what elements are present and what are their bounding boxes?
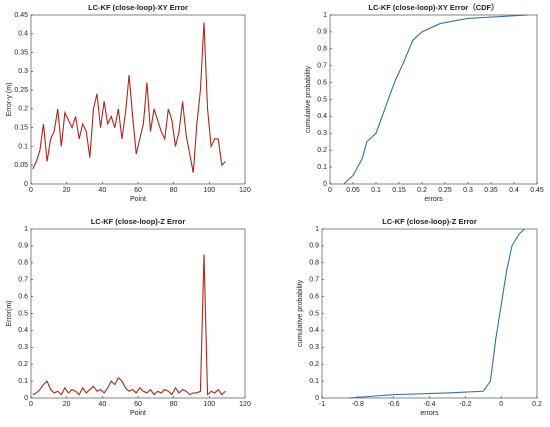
y-tick-label: 0: [315, 395, 319, 402]
y-tick-label: 0: [323, 181, 327, 188]
y-tick-label: 0: [24, 181, 28, 188]
x-tick-label: -0.2: [459, 401, 471, 408]
x-tick-label: 100: [203, 401, 215, 408]
x-tick-label: 80: [170, 187, 178, 194]
x-tick-label: 0.3: [463, 187, 473, 194]
x-tick-label: 40: [98, 187, 106, 194]
x-tick-label: 0.2: [532, 401, 542, 408]
y-tick-label: 0.3: [317, 130, 327, 137]
axes-box: [329, 14, 538, 185]
y-tick-label: 0.4: [18, 327, 28, 334]
y-tick-label: 0.7: [317, 63, 327, 70]
y-tick-label: 0.7: [18, 277, 28, 284]
y-tick-label: 0.5: [309, 310, 319, 317]
y-tick-label: 0.1: [317, 164, 327, 171]
y-tick-label: 0.6: [317, 79, 327, 86]
x-axis-label: Point: [130, 410, 146, 417]
y-tick-label: 0.35: [14, 49, 28, 56]
x-tick-label: 0: [499, 401, 503, 408]
x-tick-label: 0.2: [417, 187, 427, 194]
y-tick-label: 0.25: [14, 87, 28, 94]
y-tick-label: 0.5: [18, 310, 28, 317]
y-axis-label: cumulative probability: [297, 279, 304, 347]
y-tick-label: 0.5: [317, 96, 327, 103]
data-line: [32, 22, 226, 173]
x-tick-label: 0.1: [371, 187, 381, 194]
y-tick-label: 0.45: [14, 12, 28, 19]
y-tick-label: 0.2: [18, 106, 28, 113]
y-tick-label: 1: [24, 226, 28, 233]
y-tick-label: 0.9: [18, 243, 28, 250]
y-tick-label: 0.05: [14, 162, 28, 169]
y-axis-label: cumulative probability: [305, 65, 312, 133]
x-tick-label: 0.05: [346, 187, 360, 194]
data-line: [348, 228, 525, 399]
y-tick-label: 0.1: [18, 378, 28, 385]
x-tick-label: 100: [203, 187, 215, 194]
y-tick-label: 0.8: [317, 46, 327, 53]
x-axis-label: errors: [424, 196, 443, 203]
x-tick-label: -0.4: [423, 401, 435, 408]
chart-title: LC-KF (close-loop)-XY Error（CDF）: [368, 2, 498, 12]
y-tick-label: 1: [323, 12, 327, 19]
y-tick-label: 0.7: [309, 277, 319, 284]
data-line: [343, 14, 528, 185]
y-tick-label: 0.3: [18, 344, 28, 351]
x-tick-label: 0: [29, 187, 33, 194]
y-tick-label: 0.8: [18, 260, 28, 267]
y-tick-label: 0.8: [309, 260, 319, 267]
x-tick-label: 20: [63, 401, 71, 408]
y-axis-label: Error-y (m): [6, 83, 13, 117]
y-tick-label: 0: [24, 395, 28, 402]
x-tick-label: -0.6: [388, 401, 400, 408]
y-tick-label: 0.9: [317, 29, 327, 36]
x-tick-label: 20: [63, 187, 71, 194]
y-tick-label: 1: [315, 226, 319, 233]
x-tick-label: 60: [134, 401, 142, 408]
chart-title: LC-KF (close-loop)-Z Error: [382, 217, 477, 226]
x-tick-label: 0: [328, 187, 332, 194]
chart-title: LC-KF (close-loop)-XY Error: [88, 3, 188, 12]
x-tick-label: 0.25: [438, 187, 452, 194]
y-tick-label: 0.2: [18, 361, 28, 368]
y-tick-label: 0.3: [18, 68, 28, 75]
x-axis-label: Point: [130, 196, 146, 203]
y-tick-label: 0.6: [309, 293, 319, 300]
data-line: [32, 254, 226, 396]
y-tick-label: 0.3: [309, 344, 319, 351]
y-tick-label: 0.4: [317, 113, 327, 120]
y-tick-label: 0.2: [309, 361, 319, 368]
x-axis-label: errors: [420, 410, 439, 417]
x-tick-label: -0.8: [352, 401, 364, 408]
x-tick-label: 0.35: [484, 187, 498, 194]
x-tick-label: 40: [98, 401, 106, 408]
y-tick-label: 0.1: [309, 378, 319, 385]
x-tick-label: 120: [239, 187, 251, 194]
x-tick-label: -1: [319, 401, 325, 408]
y-tick-label: 0.1: [18, 143, 28, 150]
x-tick-label: 0: [29, 401, 33, 408]
x-tick-label: 60: [134, 187, 142, 194]
chart-title: LC-KF (close-loop)-Z Error: [91, 217, 186, 226]
axes-box: [30, 14, 246, 185]
axes-box: [30, 228, 246, 399]
y-axis-label: Error(m): [6, 300, 13, 326]
y-tick-label: 0.9: [309, 243, 319, 250]
x-tick-label: 0.15: [392, 187, 406, 194]
x-tick-label: 0.45: [530, 187, 544, 194]
x-tick-label: 0.4: [509, 187, 519, 194]
y-tick-label: 0.4: [18, 31, 28, 38]
x-tick-label: 120: [239, 401, 251, 408]
y-tick-label: 0.4: [309, 327, 319, 334]
axes-box: [321, 228, 538, 399]
y-tick-label: 0.6: [18, 293, 28, 300]
y-tick-label: 0.15: [14, 125, 28, 132]
y-tick-label: 0.2: [317, 147, 327, 154]
x-tick-label: 80: [170, 401, 178, 408]
